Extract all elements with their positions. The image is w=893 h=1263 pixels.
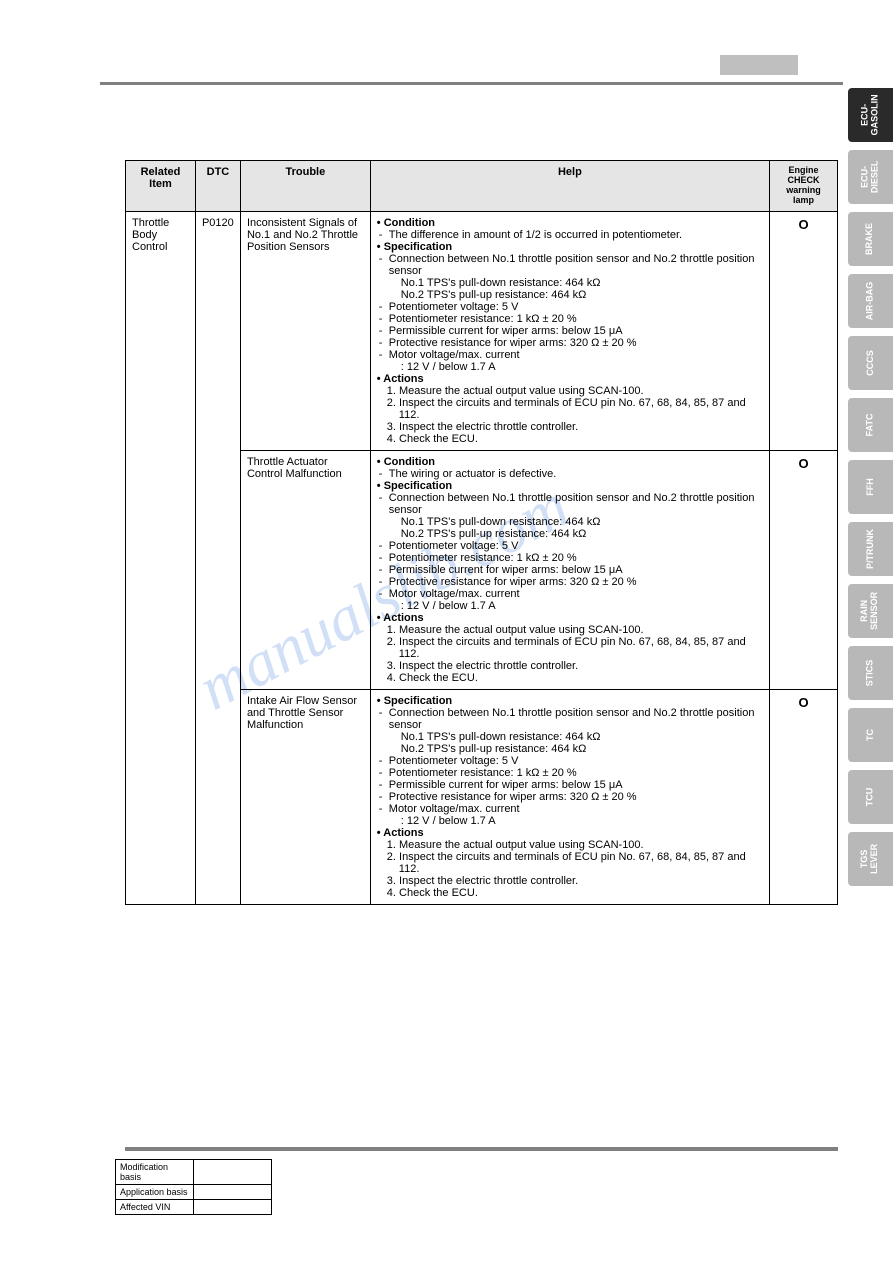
cell-related: Throttle Body Control: [126, 211, 196, 904]
side-tab-brake[interactable]: BRAKE: [848, 212, 893, 266]
side-tab-ecu-gasolin[interactable]: ECU-GASOLIN: [848, 88, 893, 142]
cell-trouble: Throttle Actuator Control Malfunction: [240, 450, 370, 689]
footer-mod-val: [194, 1160, 272, 1185]
header-rule: [100, 82, 843, 85]
cell-help: • SpecificationConnection between No.1 t…: [370, 689, 769, 904]
page: [0, 0, 893, 70]
side-tab-ecu-diesel[interactable]: ECU-DIESEL: [848, 150, 893, 204]
footer-app-label: Application basis: [116, 1185, 194, 1200]
th-check: Engine CHECK warning lamp: [770, 161, 838, 212]
cell-help: • ConditionThe difference in amount of 1…: [370, 211, 769, 450]
side-tab-rain-sensor[interactable]: RAINSENSOR: [848, 584, 893, 638]
footer-vin-label: Affected VIN: [116, 1200, 194, 1215]
side-tab-tc[interactable]: TC: [848, 708, 893, 762]
cell-dtc: P0120: [195, 211, 240, 904]
dtc-table: Related Item DTC Trouble Help Engine CHE…: [125, 160, 838, 905]
footer-rule: [125, 1147, 838, 1151]
th-dtc: DTC: [195, 161, 240, 212]
side-tab-air-bag[interactable]: AIR-BAG: [848, 274, 893, 328]
side-tab-stics[interactable]: STICS: [848, 646, 893, 700]
footer-vin-val: [194, 1200, 272, 1215]
side-tab-cccs[interactable]: CCCS: [848, 336, 893, 390]
cell-check: O: [770, 211, 838, 450]
side-tab-tcu[interactable]: TCU: [848, 770, 893, 824]
side-tab-p-trunk[interactable]: P/TRUNK: [848, 522, 893, 576]
side-tab-fatc[interactable]: FATC: [848, 398, 893, 452]
th-help: Help: [370, 161, 769, 212]
footer-app-val: [194, 1185, 272, 1200]
cell-trouble: Inconsistent Signals of No.1 and No.2 Th…: [240, 211, 370, 450]
footer-mod-label: Modification basis: [116, 1160, 194, 1185]
cell-trouble: Intake Air Flow Sensor and Throttle Sens…: [240, 689, 370, 904]
th-trouble: Trouble: [240, 161, 370, 212]
side-tab-ffh[interactable]: FFH: [848, 460, 893, 514]
cell-check: O: [770, 689, 838, 904]
th-related: Related Item: [126, 161, 196, 212]
side-tabs: ECU-GASOLIN ECU-DIESEL BRAKE AIR-BAG CCCS FAT…: [848, 88, 893, 894]
footer-table: Modification basis Application basis Aff…: [115, 1159, 272, 1215]
side-tab-tgs-lever[interactable]: TGSLEVER: [848, 832, 893, 886]
cell-help: • ConditionThe wiring or actuator is def…: [370, 450, 769, 689]
cell-check: O: [770, 450, 838, 689]
header-block: [720, 55, 798, 75]
